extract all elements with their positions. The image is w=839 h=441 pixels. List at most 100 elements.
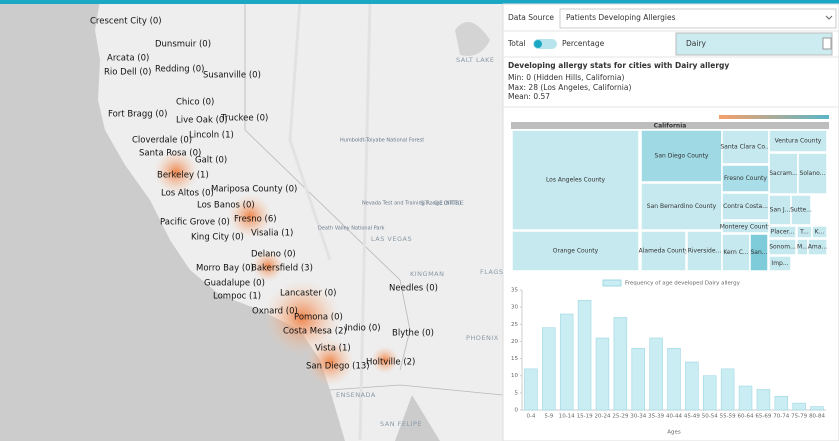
road: [288, 0, 372, 441]
city-label: Lancaster (0): [280, 289, 336, 299]
treemap-label: Alameda County: [639, 248, 689, 255]
y-tick-label: 15: [511, 356, 518, 362]
legend-label: Frequency of age developed Dairy allergy: [625, 281, 741, 287]
place-label: ST. GEORGE: [420, 199, 464, 207]
city-label: Los Banos (0): [197, 201, 255, 211]
treemap-cell[interactable]: [721, 192, 770, 221]
treemap-label: Monterey County: [720, 224, 772, 231]
city-label: Blythe (0): [392, 329, 434, 339]
treemap-label: Sutte...: [790, 207, 812, 214]
total-label: Total: [507, 39, 526, 48]
dropdown-arrow: [825, 15, 833, 20]
treemap-cell[interactable]: [721, 129, 770, 165]
city-label: King City (0): [191, 233, 244, 243]
x-tick-label: 35-39: [648, 414, 664, 420]
treemap-label: Solano...: [800, 170, 826, 177]
city-label: Pomona (0): [294, 313, 343, 323]
data-source-dropdown[interactable]: [559, 8, 837, 29]
bar: [577, 299, 592, 411]
city-label: Truckee (0): [220, 114, 268, 124]
x-tick-label: 75-79: [791, 414, 807, 420]
city-label: Rio Dell (0): [104, 68, 151, 78]
data-source-label: Data Source: [508, 13, 554, 22]
dropdown-button[interactable]: [822, 37, 832, 50]
allergy-dropdown[interactable]: [675, 32, 833, 56]
heatmap: [154, 150, 399, 386]
treemap-cell[interactable]: [768, 152, 799, 195]
data-source-value: Patients Developing Allergies: [566, 13, 676, 22]
color-scale: [719, 115, 829, 119]
place-label: FLAGST: [480, 268, 508, 276]
treemap-cell[interactable]: [797, 152, 828, 195]
top-bar: [0, 0, 839, 4]
treemap-label: T...: [799, 229, 809, 236]
stats-heading: Developing allergy stats for cities with…: [508, 61, 729, 70]
city-label: Bakersfield (3): [251, 264, 313, 274]
bar: [810, 406, 824, 411]
treemap-label: Kern C...: [723, 249, 748, 256]
allergy-value: Dairy: [686, 39, 707, 48]
heat-blob: [228, 194, 272, 238]
treemap-cell[interactable]: [511, 230, 640, 272]
map[interactable]: Crescent City (0) Dunsmuir (0) Arcata (0) R…: [0, 0, 508, 441]
treemap-cell[interactable]: [686, 230, 723, 272]
treemap-cell[interactable]: [640, 230, 687, 272]
treemap-label: Placer...: [771, 229, 795, 236]
treemap-title: California: [654, 123, 687, 130]
city-label: Indio (0): [345, 324, 381, 334]
treemap-label: M...: [797, 244, 808, 251]
treemap-cell[interactable]: [768, 238, 797, 256]
stats-min: Min: 0 (Hidden Hills, California): [508, 73, 624, 82]
treemap-label: Fresno County: [724, 175, 767, 182]
city-label: San Diego (13): [306, 362, 370, 372]
x-tick-label: 55-59: [720, 414, 736, 420]
treemap-cell[interactable]: [768, 129, 828, 153]
legend-swatch: [602, 279, 622, 287]
bar: [613, 317, 628, 411]
y-tick-label: 5: [515, 390, 519, 396]
y-tick-label: 25: [511, 322, 518, 328]
heat-blob: [154, 150, 198, 194]
x-tick-label: 10-14: [559, 414, 575, 420]
city-label: Morro Bay (0): [196, 264, 254, 274]
heat-blob: [264, 280, 340, 356]
stats-max: Max: 28 (Los Angeles, California): [508, 83, 631, 92]
park-label: Humboldt-Toiyabe National Forest: [340, 138, 424, 144]
city-label: Los Altos (0): [161, 189, 214, 199]
city-label: Arcata (0): [107, 54, 149, 64]
treemap-cell[interactable]: [749, 233, 769, 272]
treemap-cell[interactable]: [807, 238, 828, 256]
treemap-label: Contra Costa...: [723, 203, 768, 210]
y-tick-label: 20: [511, 339, 518, 345]
city-label: Santa Rosa (0): [139, 149, 201, 159]
treemap-cell[interactable]: [768, 225, 797, 239]
treemap-label: Orange County: [553, 248, 599, 255]
toggle-knob: [534, 40, 542, 48]
treemap-label: San Bernardino County: [647, 203, 717, 210]
city-label: Susanville (0): [203, 71, 261, 81]
city-label: Cloverdale (0): [132, 136, 192, 146]
x-tick-label: 45-49: [684, 414, 700, 420]
x-tick-label: 25-29: [612, 414, 628, 420]
treemap-cell[interactable]: [721, 164, 770, 193]
treemap-cell[interactable]: [640, 129, 723, 183]
city-label: Needles (0): [389, 284, 438, 294]
treemap-cell[interactable]: [511, 129, 640, 231]
place-label: ENSENADA: [336, 391, 376, 399]
x-tick-label: 5-9: [544, 414, 553, 420]
x-axis-label: Ages: [667, 430, 681, 436]
place-label: SAN FELIPE: [380, 420, 422, 428]
city-label: Vista (1): [315, 344, 351, 354]
x-tick-label: 80-84: [809, 414, 825, 420]
treemap-cell[interactable]: [811, 225, 828, 239]
x-tick-label: 65-69: [755, 414, 771, 420]
treemap-cell[interactable]: [768, 255, 792, 272]
treemap-cell[interactable]: [790, 194, 812, 226]
treemap-label: Imp...: [771, 260, 788, 267]
x-tick-label: 30-34: [630, 414, 646, 420]
y-tick-label: 35: [511, 288, 518, 294]
bar: [738, 385, 753, 411]
gulf: [395, 395, 440, 441]
city-label: Live Oak (0): [176, 116, 228, 126]
